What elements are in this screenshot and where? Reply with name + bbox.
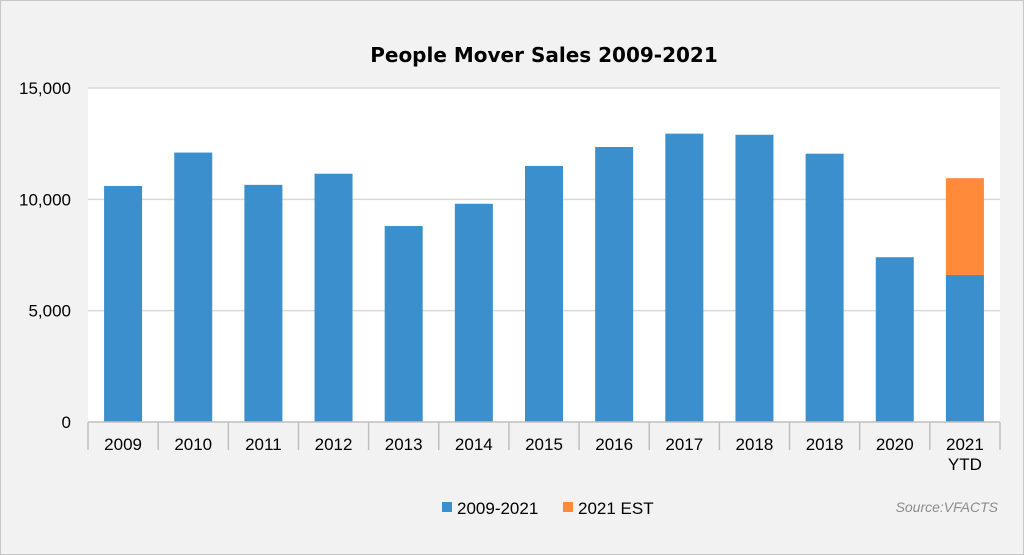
bar-actual (104, 185, 143, 422)
y-tick-label: 5,000 (28, 302, 71, 321)
y-tick-label: 10,000 (19, 190, 71, 209)
x-tick-label: 2016 (595, 435, 633, 454)
x-axis: 2009 2010 2011 2012 2013 2014 2015 2016 2017 2018… (87, 421, 1001, 474)
legend: 2009-2021 2021 EST (442, 499, 654, 518)
bar-actual (384, 226, 423, 422)
bar-estimate (945, 178, 984, 276)
legend-label: 2009-2021 (457, 499, 538, 518)
bar-actual (665, 133, 704, 422)
bar-actual (875, 257, 914, 422)
x-tick-label: 2020 (876, 435, 914, 454)
x-tick-label: 2018 (736, 435, 774, 454)
bar-actual (525, 165, 563, 422)
legend-label: 2021 EST (578, 499, 654, 518)
legend-swatch (442, 502, 452, 512)
bar-actual (595, 147, 634, 423)
bar-actual (454, 203, 493, 422)
bar-actual (735, 134, 774, 422)
y-axis: 0 5,000 10,000 15,000 (19, 79, 71, 432)
x-tick-label: 2013 (385, 435, 423, 454)
x-tick-label: 2009 (104, 435, 142, 454)
x-tick-label: 2018 (806, 435, 844, 454)
chart-title: People Mover Sales 2009-2021 (370, 43, 718, 67)
x-tick-label: 2010 (174, 435, 212, 454)
bar-actual (244, 184, 283, 422)
bar-actual (174, 152, 213, 422)
y-tick-label: 0 (62, 413, 71, 432)
x-tick-label: 2014 (455, 435, 493, 454)
legend-swatch (563, 502, 573, 512)
bar-actual (314, 173, 353, 422)
bar-actual (805, 153, 844, 423)
x-tick-label: 2017 (665, 435, 703, 454)
x-tick-label: 2011 (245, 435, 282, 454)
x-tick-label: 2015 (525, 435, 563, 454)
source-note: Source:VFACTS (896, 499, 999, 515)
x-tick-label: 2012 (315, 435, 353, 454)
x-tick-label: 2021 YTD (946, 435, 984, 474)
y-tick-label: 15,000 (19, 79, 71, 98)
bars (104, 133, 984, 423)
bar-actual (945, 275, 984, 422)
